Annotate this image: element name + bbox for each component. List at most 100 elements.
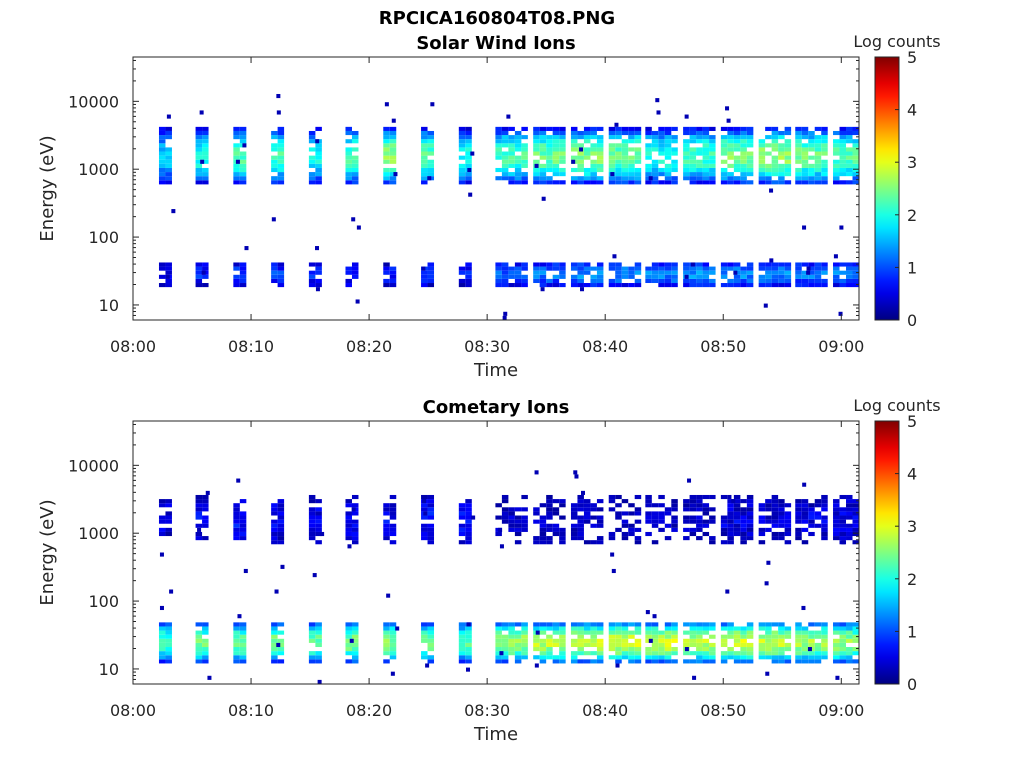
heatmap-cell xyxy=(651,659,659,664)
heatmap-cell xyxy=(465,642,472,648)
heatmap-cell xyxy=(709,515,716,520)
heatmap-cell xyxy=(852,143,859,148)
heatmap-cell xyxy=(795,266,802,271)
heatmap-cell xyxy=(521,527,528,532)
heatmap-cell xyxy=(239,523,247,528)
heatmap-cell xyxy=(508,626,515,631)
heatmap-cell xyxy=(801,163,809,168)
heatmap-cell xyxy=(277,130,285,136)
heatmap-cell xyxy=(239,519,247,524)
heatmap-cell xyxy=(383,536,390,541)
heatmap-cell xyxy=(846,503,853,508)
heatmap-cell xyxy=(202,283,209,288)
heatmap-cell xyxy=(684,647,689,652)
heatmap-cell xyxy=(458,540,466,545)
heatmap-cell xyxy=(539,622,547,627)
heatmap-cell xyxy=(683,163,690,168)
heatmap-cell xyxy=(577,638,584,643)
heatmap-cell xyxy=(778,642,785,648)
heatmap-cell xyxy=(501,151,509,156)
heatmap-cell xyxy=(608,499,616,504)
heatmap-cell xyxy=(771,130,779,136)
heatmap-cell xyxy=(165,151,172,156)
heatmap-cell xyxy=(720,172,728,177)
heatmap-cell xyxy=(389,630,397,635)
heatmap-cell xyxy=(539,163,547,168)
heatmap-cell xyxy=(458,515,466,520)
heatmap-cell xyxy=(165,503,172,508)
heatmap-cell xyxy=(746,139,754,144)
heatmap-cell xyxy=(852,159,859,164)
panel-title: Solar Wind Ions xyxy=(416,33,575,54)
heatmap-cell xyxy=(740,659,747,664)
heatmap-cell xyxy=(778,536,785,541)
heatmap-cell xyxy=(495,147,502,152)
heatmap-cell xyxy=(839,515,847,520)
heatmap-cell xyxy=(664,135,672,140)
heatmap-cell xyxy=(758,167,766,173)
heatmap-cell xyxy=(778,130,785,136)
heatmap-cell xyxy=(808,139,815,144)
heatmap-cell xyxy=(539,626,547,631)
heatmap-cell xyxy=(839,527,847,532)
heatmap-cell xyxy=(621,167,629,173)
heatmap-cell xyxy=(664,262,672,267)
heatmap-cell xyxy=(427,503,435,508)
heatmap-cell xyxy=(733,515,741,520)
heatmap-cell xyxy=(664,523,672,528)
heatmap-cell xyxy=(651,180,659,185)
heatmap-cell xyxy=(808,172,815,177)
heatmap-cell xyxy=(271,659,278,664)
heatmap-cell xyxy=(233,278,240,284)
heatmap-cell xyxy=(577,647,584,652)
heatmap-cell xyxy=(696,159,703,164)
heatmap-cell xyxy=(202,655,209,660)
heatmap-cell xyxy=(621,626,629,631)
heatmap-cell xyxy=(778,630,785,635)
heatmap-cell xyxy=(315,527,322,532)
heatmap-cell xyxy=(539,135,547,140)
heatmap-cell xyxy=(458,130,466,136)
heatmap-cell xyxy=(271,278,278,284)
heatmap-cell xyxy=(839,659,847,664)
heatmap-cell xyxy=(740,151,747,156)
heatmap-cell xyxy=(465,147,472,152)
heatmap-cell xyxy=(389,494,397,500)
heatmap-cell xyxy=(702,626,710,631)
heatmap-cell xyxy=(740,651,747,656)
heatmap-cell xyxy=(271,143,278,148)
heatmap-cell xyxy=(758,262,766,267)
heatmap-cell xyxy=(233,155,240,160)
heatmap-cell xyxy=(233,647,240,652)
heatmap-cell xyxy=(521,651,528,656)
heatmap-cell xyxy=(577,527,584,532)
heatmap-cell xyxy=(784,540,792,545)
heatmap-cell xyxy=(778,507,785,512)
heatmap-cell xyxy=(746,507,754,512)
heatmap-cell xyxy=(458,634,466,639)
heatmap-cell xyxy=(345,536,352,541)
heatmap-cell xyxy=(315,499,322,504)
heatmap-cell xyxy=(389,278,397,284)
heatmap-cell xyxy=(814,511,822,516)
heatmap-cell xyxy=(495,531,502,537)
colorbar-tick-label: 3 xyxy=(907,153,917,172)
heatmap-cell xyxy=(833,176,840,181)
heatmap-cell xyxy=(727,622,734,627)
heatmap-cell xyxy=(315,163,322,168)
heatmap-cell xyxy=(165,527,172,532)
heatmap-cell xyxy=(165,147,172,152)
heatmap-cell xyxy=(596,143,604,148)
heatmap-cell xyxy=(458,176,466,181)
heatmap-cell xyxy=(345,515,352,520)
heatmap-cell xyxy=(570,167,578,173)
heatmap-cell xyxy=(839,536,847,541)
heatmap-cell xyxy=(514,638,522,643)
heatmap-cell xyxy=(839,126,847,131)
heatmap-cell xyxy=(852,511,859,516)
heatmap-cell xyxy=(615,266,622,271)
heatmap-cell xyxy=(634,659,642,664)
heatmap-cell xyxy=(427,270,435,275)
heatmap-cell xyxy=(552,499,560,504)
heatmap-cell xyxy=(202,143,209,148)
